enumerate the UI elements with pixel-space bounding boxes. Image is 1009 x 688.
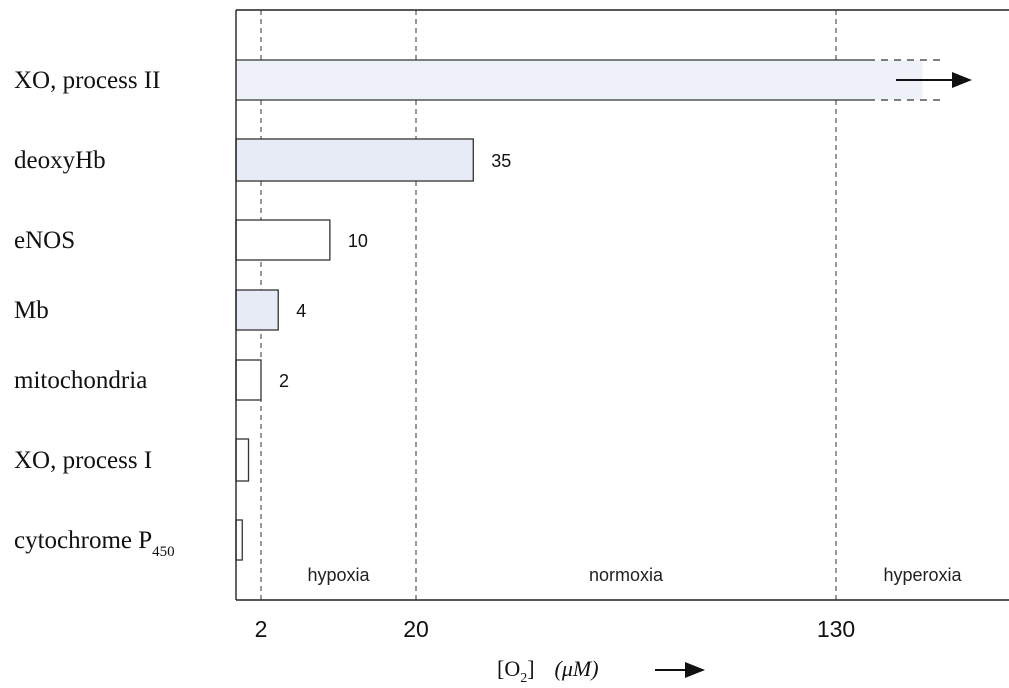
- bar-7: [235, 519, 243, 561]
- region-label-hypoxia: hypoxia: [307, 565, 370, 585]
- x-ticks: 2 20 130: [255, 616, 856, 642]
- region-labels: hypoxia normoxia hyperoxia: [307, 565, 962, 585]
- bar-5: [235, 359, 262, 401]
- category-labels: XO, process II deoxyHb eNOS Mb mitochondria X…: [14, 67, 175, 560]
- region-label-normoxia: normoxia: [589, 565, 664, 585]
- value-label-5: 2: [279, 371, 289, 391]
- x-tick-label-20: 20: [403, 616, 429, 642]
- bar-1: [236, 60, 923, 100]
- category-label-6: XO, process I: [14, 447, 152, 474]
- category-label-5: mitochondria: [14, 367, 147, 394]
- x-axis-title: [O2] (μM): [497, 656, 599, 686]
- category-label-4: Mb: [14, 297, 49, 324]
- category-label-7: cytochrome P450: [14, 527, 175, 560]
- bars: [235, 59, 972, 561]
- value-labels: 35 10 4 2: [279, 151, 511, 391]
- x-tick-label-130: 130: [817, 616, 855, 642]
- region-label-hyperoxia: hyperoxia: [883, 565, 962, 585]
- bar-4: [235, 289, 279, 331]
- bar-2: [235, 138, 474, 182]
- value-label-2: 35: [491, 151, 511, 171]
- category-label-1: XO, process II: [14, 67, 160, 94]
- category-label-3: eNOS: [14, 227, 75, 254]
- value-label-4: 4: [296, 301, 306, 321]
- value-label-3: 10: [348, 231, 368, 251]
- bar-6: [235, 438, 250, 482]
- x-tick-label-2: 2: [255, 616, 268, 642]
- bar-3: [235, 219, 331, 261]
- category-label-2: deoxyHb: [14, 147, 106, 174]
